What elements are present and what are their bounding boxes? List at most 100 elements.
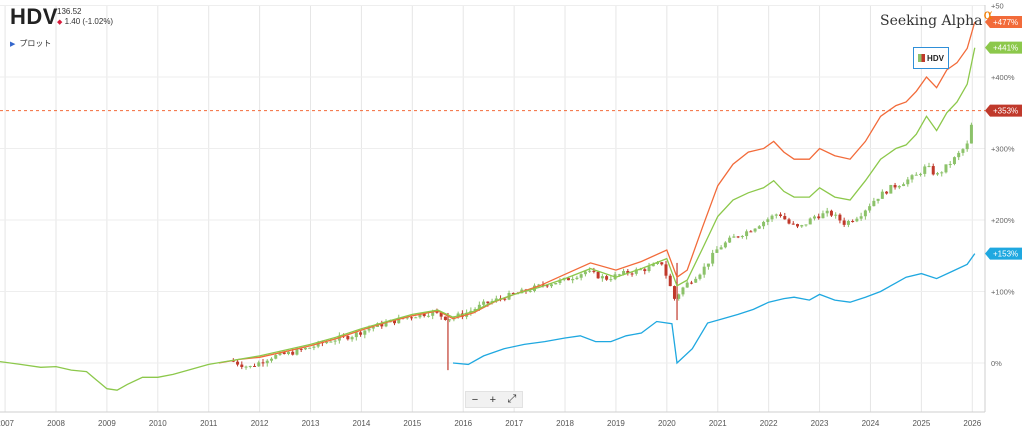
candle-body bbox=[414, 317, 418, 319]
candle-body bbox=[384, 322, 388, 327]
candle-body bbox=[371, 326, 375, 329]
candle-body bbox=[325, 341, 329, 344]
candle-icon bbox=[918, 54, 926, 62]
candle-body bbox=[685, 282, 689, 288]
series-badges: +477% +441% +153% +353% bbox=[985, 15, 1022, 260]
candle-body bbox=[698, 274, 702, 279]
x-tick-label: 2014 bbox=[353, 419, 371, 428]
candle-body bbox=[303, 347, 307, 350]
ticker-symbol: HDV bbox=[10, 4, 58, 29]
candle-body bbox=[719, 247, 723, 250]
candle-body bbox=[842, 220, 846, 225]
candle-body bbox=[672, 286, 676, 299]
y-tick-label: 0% bbox=[991, 359, 1002, 368]
y-tick-label: +50 bbox=[991, 2, 1004, 11]
candle-body bbox=[397, 317, 401, 324]
candle-body bbox=[422, 313, 426, 316]
candle-body bbox=[554, 282, 558, 285]
candle-body bbox=[668, 275, 672, 287]
ticker-change: ◆ 1.40 (-1.02%) bbox=[57, 17, 113, 26]
brand-mark: α bbox=[983, 7, 993, 23]
candle-body bbox=[880, 191, 884, 199]
candle-body bbox=[940, 172, 944, 174]
candle-body bbox=[774, 214, 778, 216]
candle-body bbox=[647, 266, 651, 272]
candle-body bbox=[902, 184, 906, 187]
candle-body bbox=[253, 365, 257, 367]
candle-body bbox=[609, 279, 613, 281]
candle-body bbox=[439, 312, 443, 317]
candle-body bbox=[728, 237, 732, 243]
candle-body bbox=[906, 179, 910, 185]
x-tick-label: 2019 bbox=[607, 419, 625, 428]
candle-body bbox=[664, 264, 668, 276]
zoom-out-button[interactable]: − bbox=[471, 393, 479, 406]
brand-logo: Seeking Alphaα bbox=[880, 7, 993, 29]
candle-body bbox=[779, 214, 783, 217]
plot-toggle[interactable]: ▶ プロット bbox=[10, 38, 51, 49]
x-tick-label: 2015 bbox=[403, 419, 421, 428]
x-tick-label: 2009 bbox=[98, 419, 116, 428]
candle-body bbox=[706, 263, 710, 267]
candle-body bbox=[893, 184, 897, 188]
candle-body bbox=[715, 249, 719, 253]
candle-body bbox=[291, 351, 295, 355]
candle-body bbox=[405, 317, 409, 319]
candle-body bbox=[800, 225, 804, 227]
candle-body bbox=[935, 173, 939, 175]
candle-body bbox=[770, 215, 774, 220]
candle-body bbox=[511, 292, 515, 294]
candle-body bbox=[952, 157, 956, 165]
candle-body bbox=[393, 320, 397, 324]
candle-body bbox=[367, 328, 371, 331]
candle-body bbox=[528, 290, 532, 292]
series-badge-label: +477% bbox=[993, 18, 1018, 27]
x-tick-label: 2010 bbox=[149, 419, 167, 428]
candle-body bbox=[927, 166, 931, 168]
zoom-reset-button[interactable]: ⤢ bbox=[507, 393, 517, 405]
candle-body bbox=[965, 143, 969, 150]
x-tick-label: 2008 bbox=[47, 419, 65, 428]
x-tick-label: 2022 bbox=[760, 419, 778, 428]
candle-body bbox=[944, 164, 948, 173]
y-tick-label: +300% bbox=[991, 145, 1015, 154]
brand-name: Seeking Alpha bbox=[880, 13, 983, 29]
legend-hdv-box[interactable]: HDV bbox=[913, 47, 949, 69]
candle-body bbox=[596, 271, 600, 279]
candle-body bbox=[825, 210, 829, 214]
candle-body bbox=[957, 152, 961, 158]
candle-body bbox=[261, 362, 265, 364]
candle-body bbox=[885, 191, 889, 194]
y-tick-label: +400% bbox=[991, 73, 1015, 82]
candle-body bbox=[897, 186, 901, 188]
candle-body bbox=[791, 223, 795, 225]
candle-body bbox=[617, 274, 621, 276]
candle-body bbox=[834, 214, 838, 216]
candle-body bbox=[486, 301, 490, 304]
candle-body bbox=[274, 355, 278, 359]
zoom-in-button[interactable]: + bbox=[489, 393, 497, 406]
candle-body bbox=[592, 270, 596, 272]
candle-body bbox=[299, 348, 303, 350]
candle-body bbox=[431, 310, 435, 316]
series-badge: +153% bbox=[985, 247, 1022, 260]
x-tick-label: 2011 bbox=[200, 419, 218, 428]
candle-body bbox=[350, 337, 354, 340]
series-line-green bbox=[0, 47, 976, 391]
candle-body bbox=[656, 262, 660, 264]
x-tick-label: 2016 bbox=[454, 419, 472, 428]
candle-body bbox=[796, 224, 800, 227]
candle-body bbox=[736, 236, 740, 238]
candle-body bbox=[808, 218, 812, 225]
candle-body bbox=[694, 278, 698, 283]
candle-body bbox=[626, 270, 630, 274]
candle-body bbox=[248, 365, 252, 367]
x-tick-label: 2021 bbox=[709, 419, 727, 428]
x-tick-label: 2023 bbox=[811, 419, 829, 428]
candle-body bbox=[308, 347, 312, 349]
candle-body bbox=[269, 358, 273, 361]
candle-body bbox=[689, 282, 693, 284]
candle-body bbox=[346, 336, 350, 340]
candle-body bbox=[579, 274, 583, 278]
candle-body bbox=[910, 175, 914, 180]
